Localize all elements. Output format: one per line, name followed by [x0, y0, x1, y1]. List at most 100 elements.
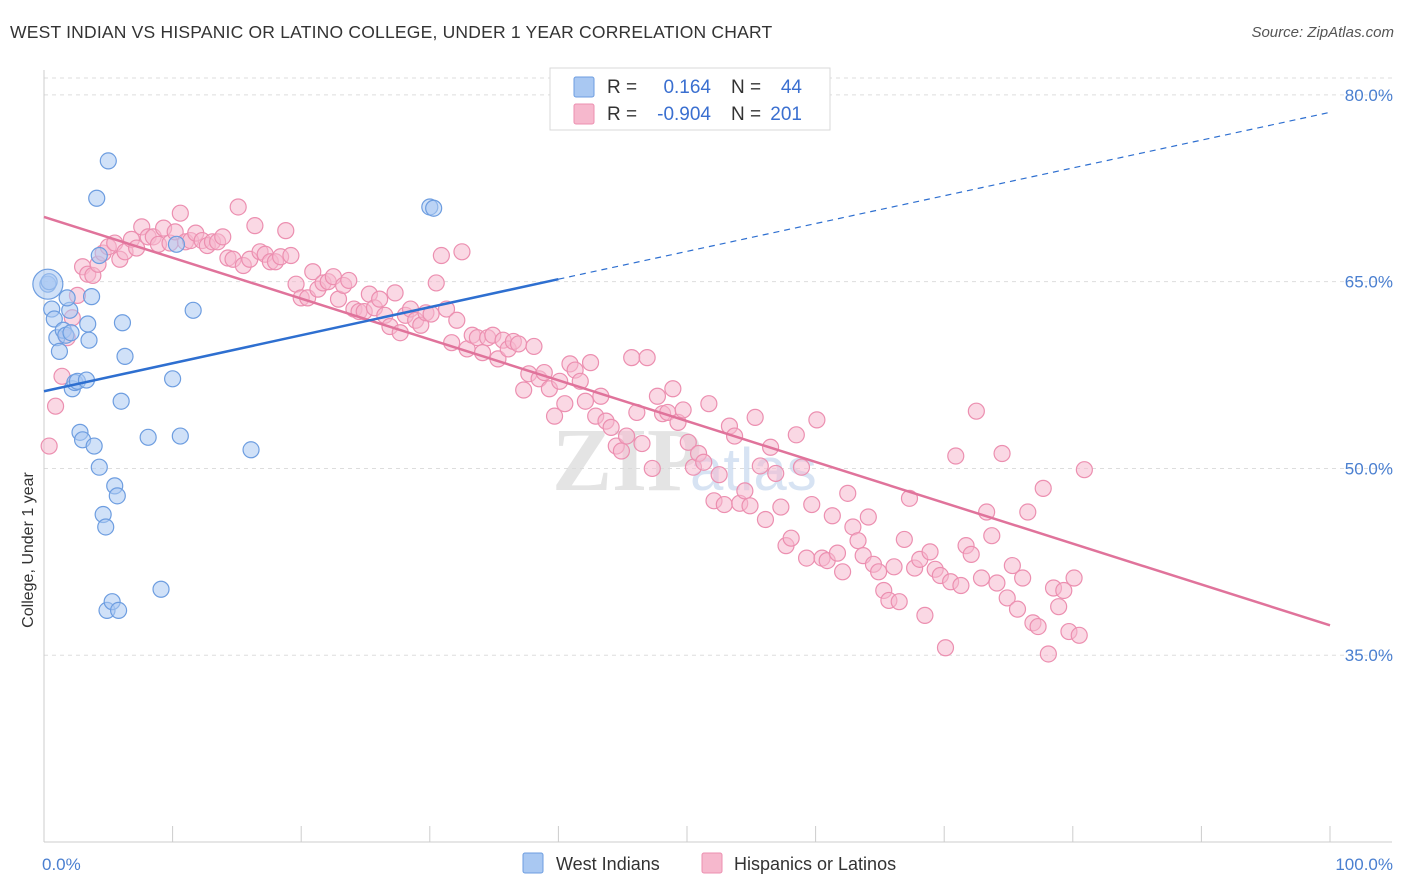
- legend-swatch-pink: [573, 103, 595, 125]
- hispanics-point-152: [834, 563, 852, 581]
- west-indians-point-43: [79, 315, 97, 333]
- hispanics-point-119: [664, 380, 682, 398]
- hispanics-point-191: [1034, 479, 1052, 497]
- hispanics-point-121: [674, 401, 692, 419]
- west-indians-point-36: [184, 301, 202, 319]
- legend-swatch-blue: [573, 76, 595, 98]
- hispanics-point-116: [648, 387, 667, 405]
- hispanics-point-194: [1050, 598, 1068, 616]
- hispanics-point-179: [972, 569, 991, 587]
- hispanics-point-174: [947, 447, 965, 465]
- hispanics-point-73: [427, 274, 445, 292]
- hispanics-point-35: [229, 198, 247, 216]
- west-indians-point-29: [113, 314, 132, 332]
- hispanics-point-92: [525, 337, 543, 356]
- hispanics-point-133: [736, 482, 754, 500]
- hispanics-point-49: [304, 263, 322, 281]
- west-indians-point-37: [242, 441, 260, 459]
- hispanics-point-157: [859, 508, 877, 526]
- west-indians-point-20: [97, 518, 115, 536]
- hispanics-point-140: [772, 498, 790, 516]
- hispanics-point-44: [277, 222, 295, 240]
- hispanics-point-145: [797, 549, 816, 567]
- west-indians-point-24: [108, 487, 126, 505]
- west-indians-point-21: [90, 246, 108, 265]
- hispanics-point-172: [936, 639, 955, 657]
- hispanics-point-159: [870, 563, 888, 581]
- hispanics-point-32: [214, 228, 232, 246]
- hispanics-point-1: [46, 397, 65, 415]
- trend-line-west-indians-dashed: [558, 111, 1331, 280]
- hispanics-point-56: [340, 271, 358, 290]
- hispanics-point-163: [890, 593, 908, 611]
- west-indians-point-14: [80, 331, 98, 349]
- chart-title: WEST INDIAN VS HISPANIC OR LATINO COLLEG…: [10, 22, 773, 42]
- west-indians-point-2: [45, 310, 63, 328]
- hispanics-point-178: [967, 402, 985, 420]
- hispanics-point-199: [1075, 461, 1093, 479]
- west-indians-point-40: [58, 289, 76, 307]
- west-indians-point-34: [167, 235, 186, 253]
- bottom-legend-swatch-pink: [701, 852, 723, 874]
- west-indians-point-16: [85, 437, 103, 455]
- bottom-legend-swatch-blue: [522, 852, 544, 874]
- west-indians-point-4: [50, 342, 69, 361]
- hispanics-point-147: [808, 411, 826, 429]
- trend-lines: [43, 111, 1331, 627]
- hispanics-point-144: [792, 458, 811, 476]
- hispanics-point-98: [556, 395, 574, 413]
- legend-n-label-2: N =: [731, 104, 761, 125]
- west-indians-point-31: [139, 428, 157, 446]
- hispanics-point-175: [952, 576, 970, 595]
- west-indians-point-27: [109, 601, 128, 620]
- hispanics-point-96: [545, 407, 564, 425]
- trend-line-hispanics: [43, 215, 1331, 627]
- hispanics-point-74: [432, 246, 450, 265]
- hispanics-point-90: [515, 381, 533, 399]
- grid: [44, 77, 1392, 656]
- legend-n-value-1: 44: [781, 77, 803, 98]
- hispanics-point-24: [171, 204, 189, 222]
- hispanics-point-197: [1065, 569, 1083, 587]
- legend-n-label-1: N =: [731, 77, 761, 98]
- hispanics-point-188: [1019, 503, 1037, 521]
- hispanics-point-150: [823, 507, 841, 525]
- hispanics-point-134: [741, 497, 759, 515]
- bottom-legend-west-indians: West Indians: [556, 854, 660, 874]
- hispanics-point-139: [767, 464, 785, 483]
- hispanics-point-135: [746, 408, 764, 426]
- y-tick-labels: 35.0% 50.0% 65.0% 80.0%: [1345, 86, 1393, 665]
- series-hispanics-points: [40, 198, 1093, 663]
- hispanics-point-153: [839, 484, 857, 502]
- hispanics-point-142: [782, 529, 800, 547]
- hispanics-point-103: [581, 354, 600, 372]
- x-tick-labels: 0.0% 100.0%: [42, 855, 1393, 874]
- hispanics-point-122: [679, 433, 697, 451]
- y-tick-label-3: 80.0%: [1345, 86, 1393, 105]
- hispanics-point-109: [612, 442, 631, 460]
- hispanics-point-190: [1029, 617, 1047, 636]
- legend-r-label-1: R =: [607, 77, 637, 98]
- west-indians-point-42: [62, 324, 80, 342]
- west-indians-point-17: [88, 189, 106, 207]
- west-indians-point-15: [82, 288, 101, 306]
- hispanics-point-78: [453, 243, 471, 261]
- hispanics-point-0: [40, 437, 58, 455]
- hispanics-point-184: [998, 589, 1016, 607]
- west-indians-point-32: [152, 580, 170, 598]
- hispanics-point-168: [916, 606, 934, 624]
- y-axis-label: College, Under 1 year: [20, 472, 37, 628]
- hispanics-point-77: [448, 311, 466, 329]
- hispanics-point-187: [1014, 569, 1032, 587]
- west-indians-point-30: [116, 347, 134, 365]
- hispanics-point-62: [371, 290, 389, 308]
- hispanics-point-192: [1039, 645, 1057, 663]
- hispanics-point-181: [983, 527, 1001, 545]
- hispanics-point-114: [638, 349, 656, 367]
- hispanics-point-115: [643, 459, 661, 478]
- hispanics-point-177: [962, 545, 980, 563]
- hispanics-point-164: [895, 530, 913, 549]
- hispanics-point-198: [1070, 626, 1088, 644]
- hispanics-point-155: [849, 532, 867, 550]
